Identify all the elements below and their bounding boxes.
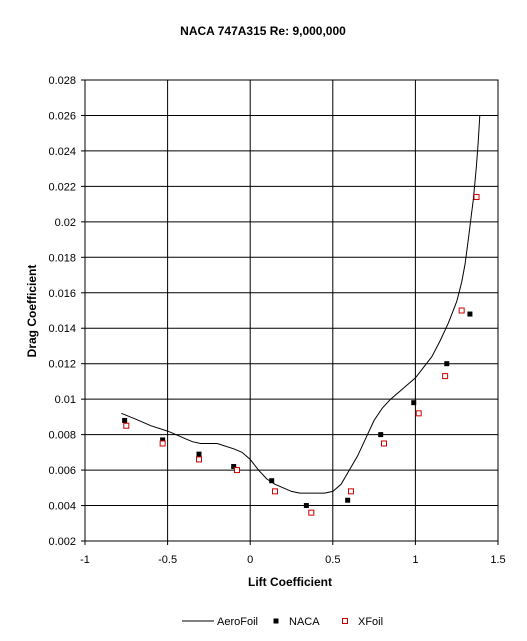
naca-point [122,417,128,423]
x-tick-label: -0.5 [158,554,177,566]
naca-point [303,503,309,509]
y-tick-label: 0.004 [48,501,76,513]
y-tick-label: 0.022 [48,181,76,193]
y-axis: 0.002 0.004 0.006 0.008 0.01 0.012 0.014 0.016 0… [48,75,85,548]
xfoil-point [442,373,449,380]
legend: AeroFoil NACA XFoil [182,616,383,628]
x-tick-label: -1 [80,554,90,566]
legend-swatch-xfoil [342,618,348,624]
legend-label-aerofoil: AeroFoil [217,616,258,628]
series-line-aerofoil [121,115,481,494]
naca-point [269,478,275,484]
naca-point [160,437,166,443]
y-tick-label: 0.006 [48,465,76,477]
grid-lines [85,80,498,541]
y-axis-label: Drag Coefficient [25,265,39,358]
y-tick-label: 0.01 [55,394,76,406]
legend-label-naca: NACA [289,616,320,628]
xfoil-point [381,440,388,447]
naca-point [411,400,417,406]
xfoil-point [233,467,240,474]
xfoil-point [458,307,465,314]
naca-point [345,497,351,503]
x-tick-label: 1.5 [490,554,505,566]
naca-point [444,361,450,367]
x-tick-label: 1 [412,554,418,566]
series-layer [121,115,481,516]
y-tick-label: 0.02 [55,217,76,229]
x-tick-label: 0 [247,554,253,566]
xfoil-point [123,422,130,429]
chart-title: NACA 747A315 Re: 9,000,000 [180,24,346,38]
legend-label-xfoil: XFoil [358,616,383,628]
xfoil-point [271,488,278,495]
y-tick-label: 0.002 [48,536,76,548]
xfoil-point [347,488,354,495]
y-tick-label: 0.012 [48,359,76,371]
x-axis-label: Lift Coefficient [248,575,332,589]
y-tick-label: 0.026 [48,110,76,122]
naca-point [231,464,237,470]
naca-point [378,432,384,438]
x-tick-label: 0.5 [325,554,340,566]
legend-swatch-naca [273,618,279,624]
y-tick-label: 0.014 [48,323,76,335]
xfoil-point [415,410,422,417]
y-tick-label: 0.018 [48,252,76,264]
xfoil-point [195,456,202,463]
plot-area-border [84,79,499,542]
xfoil-point [159,440,166,447]
naca-point [196,451,202,457]
y-tick-label: 0.024 [48,146,76,158]
xfoil-point [473,194,480,201]
x-axis: -1 -0.5 0 0.5 1 1.5 [80,541,506,566]
xfoil-point [308,509,315,516]
y-tick-label: 0.028 [48,75,76,87]
naca-point [467,311,473,317]
y-tick-label: 0.008 [48,430,76,442]
y-tick-label: 0.016 [48,288,76,300]
